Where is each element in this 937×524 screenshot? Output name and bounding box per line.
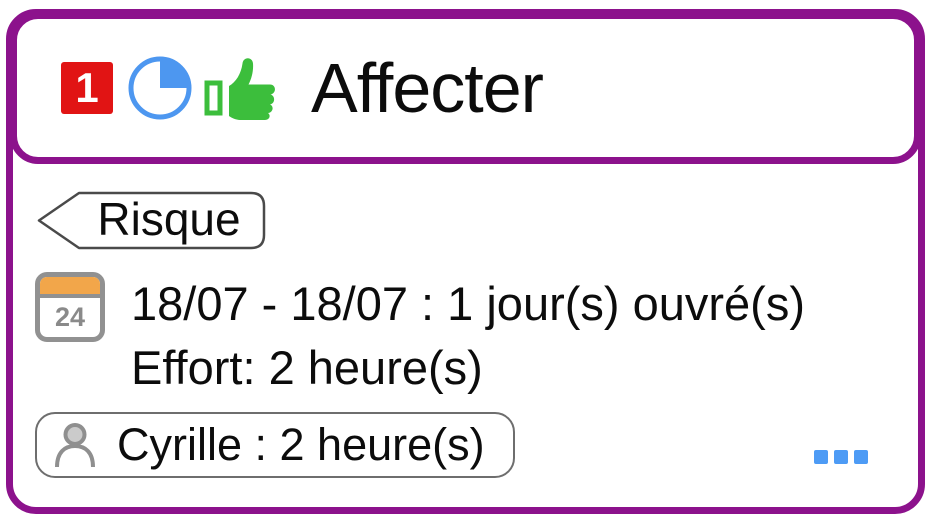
effort-text: Effort: 2 heure(s) (131, 341, 483, 394)
calendar-icon-band (40, 277, 100, 298)
tag-outline-icon (37, 191, 266, 250)
schedule-text-block: 18/07 - 18/07 : 1 jour(s) ouvré(s) Effor… (131, 272, 805, 400)
person-icon (55, 423, 95, 468)
schedule-dates-text: 18/07 - 18/07 : 1 jour(s) ouvré(s) (131, 277, 805, 330)
assignment-row: Cyrille : 2 heure(s) (35, 412, 888, 478)
schedule-row: 24 18/07 - 18/07 : 1 jour(s) ouvré(s) Ef… (35, 272, 888, 400)
priority-badge-number: 1 (75, 64, 99, 111)
ellipsis-square-icon (814, 450, 828, 464)
pie-chart-icon (128, 56, 192, 120)
assignee-label: Cyrille : 2 heure(s) (117, 419, 485, 470)
category-tag-label: Risque (97, 193, 241, 245)
ellipsis-square-icon (834, 450, 848, 464)
category-tag: Risque (35, 190, 269, 254)
thumbs-up-icon (204, 58, 275, 120)
ellipsis-square-icon (854, 450, 868, 464)
calendar-icon-day: 24 (54, 302, 86, 332)
task-card[interactable]: 1 Affecter Risque 2 (6, 9, 925, 514)
calendar-icon: 24 (35, 272, 105, 342)
task-card-body: Risque 24 18/07 - 18/07 : 1 jour(s) ouvr… (13, 162, 918, 507)
more-options-button[interactable] (814, 450, 868, 464)
priority-1-icon: 1 (61, 62, 113, 114)
task-card-header[interactable]: 1 Affecter (10, 12, 921, 164)
task-title: Affecter (311, 49, 544, 127)
assignee-pill[interactable]: Cyrille : 2 heure(s) (35, 412, 515, 478)
